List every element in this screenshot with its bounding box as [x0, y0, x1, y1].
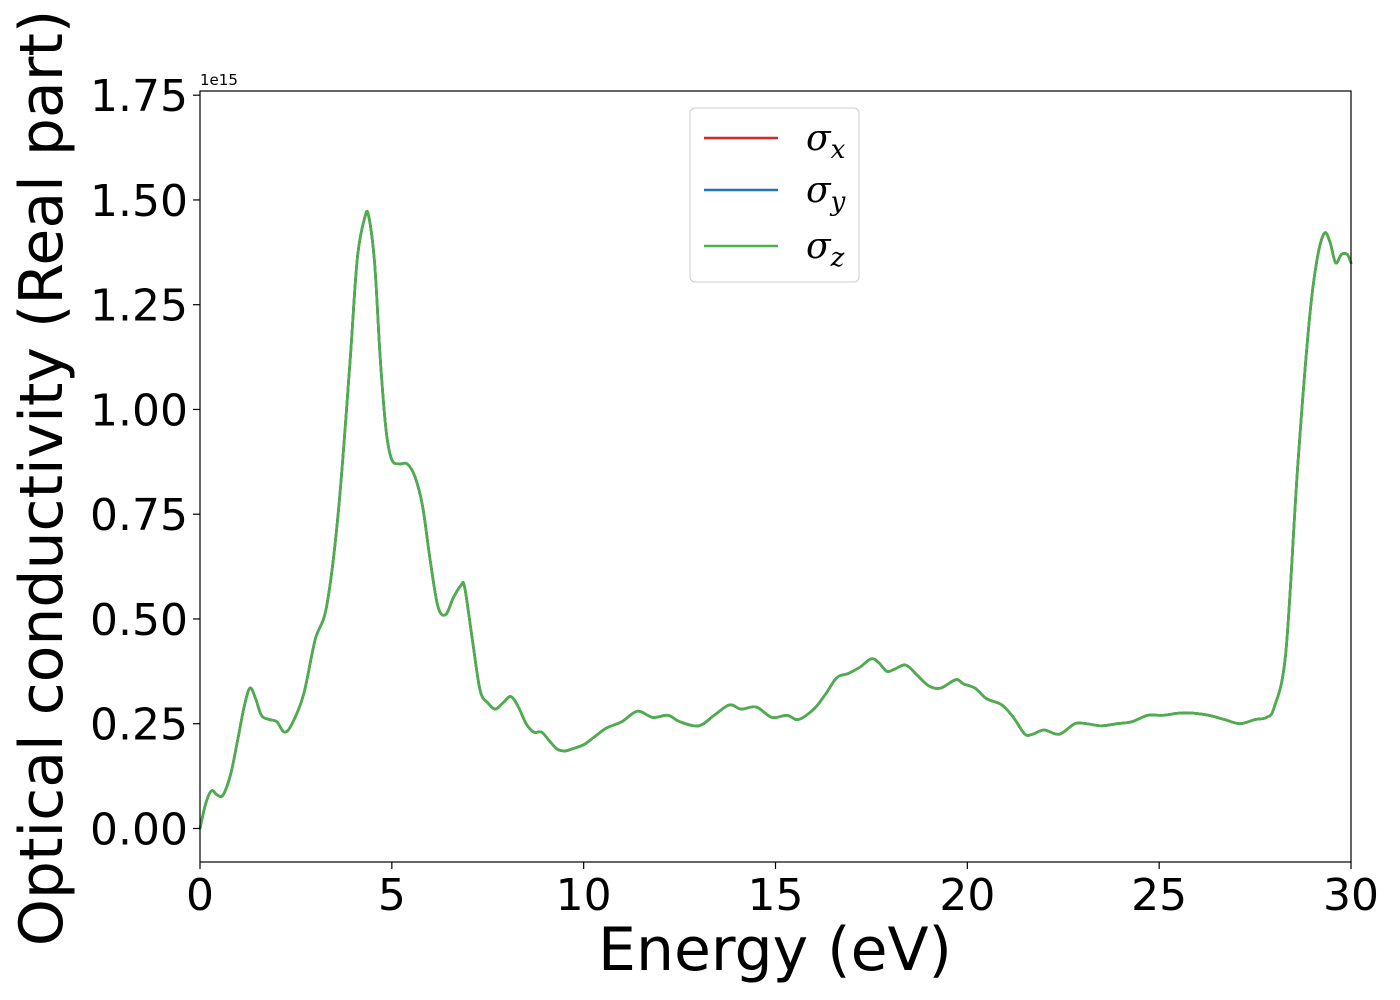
x-tick-label: 10: [556, 870, 612, 921]
y-tick-label: 1.00: [90, 385, 188, 436]
series-line-x: [198, 209, 1353, 830]
y-tick-label: 1.75: [90, 71, 188, 122]
x-tick-label: 25: [1131, 870, 1187, 921]
legend-box: [689, 107, 860, 283]
y-axis-label: Optical conductivity (Real part): [7, 10, 77, 947]
x-tick-label: 30: [1323, 870, 1379, 921]
x-axis-label: Energy (eV): [598, 915, 952, 985]
legend-label-x: σx: [806, 118, 846, 165]
y-tick-label: 1.50: [90, 176, 188, 227]
y-tick-label: 0.25: [90, 700, 188, 751]
y-tick-label: 0.75: [90, 490, 188, 541]
x-tick-label: 20: [939, 870, 995, 921]
legend-label-y: σy: [806, 170, 846, 217]
x-tick-label: 5: [378, 870, 406, 921]
series-line-z: [198, 209, 1353, 830]
y-tick-label: 0.00: [90, 804, 188, 855]
y-axis-ticks: 0.00 0.25 0.50 0.75 1.00 1.25 1.50 1.75: [90, 71, 200, 855]
x-tick-label: 15: [748, 870, 804, 921]
y-tick-label: 1.25: [90, 281, 188, 332]
y-offset-text: 1e15: [200, 71, 238, 89]
x-tick-label: 0: [186, 870, 214, 921]
x-axis-ticks: 0 5 10 15 20 25 30: [186, 862, 1379, 921]
series-layer: [198, 209, 1353, 830]
series-line-y: [198, 209, 1353, 830]
y-tick-label: 0.50: [90, 595, 188, 646]
